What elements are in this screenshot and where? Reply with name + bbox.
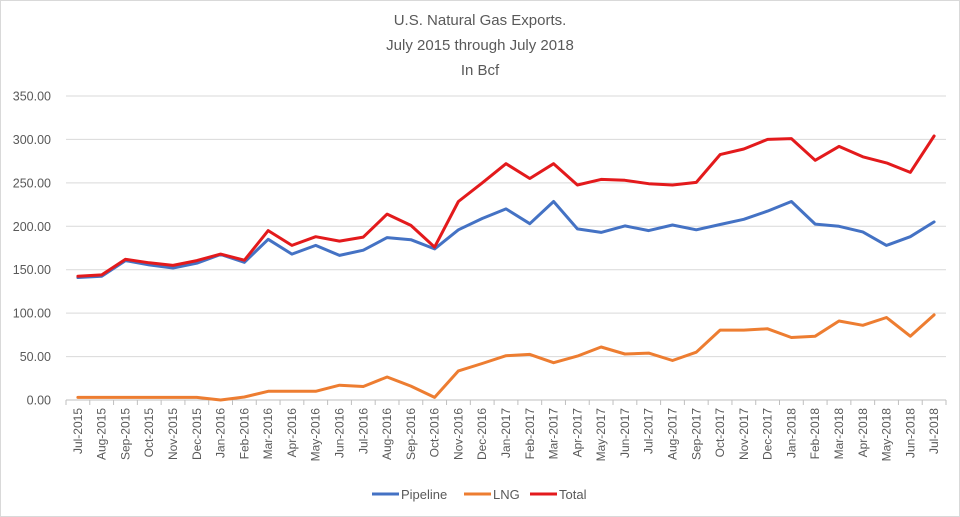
y-tick-label: 100.00 (13, 307, 51, 321)
x-tick-label: Jun-2018 (903, 408, 917, 458)
x-tick-label: Sep-2015 (118, 408, 132, 460)
x-tick-label: Jul-2018 (927, 408, 941, 454)
x-tick-label: Jan-2016 (214, 408, 228, 458)
x-tick-label: Sep-2017 (689, 408, 703, 460)
x-tick-label: Feb-2016 (237, 408, 251, 460)
gridlines (66, 95, 946, 358)
x-tick-label: Jul-2016 (356, 408, 370, 454)
y-tick-label: 200.00 (13, 220, 51, 234)
x-tick-label: May-2018 (880, 408, 894, 462)
x-tick-label: Mar-2016 (261, 408, 275, 460)
x-tick-label: Dec-2015 (190, 408, 204, 460)
chart-title-line-2: July 2015 through July 2018 (386, 37, 574, 54)
x-tick-label: Dec-2017 (761, 408, 775, 460)
x-tick-label: Nov-2015 (166, 408, 180, 460)
legend-label-lng: LNG (493, 487, 520, 502)
series-line-pipeline (76, 200, 936, 279)
legend: Pipeline LNG Total (372, 487, 587, 502)
legend-label-total: Total (559, 487, 587, 502)
y-tick-label: 300.00 (13, 133, 51, 147)
x-tick-label: Oct-2016 (428, 408, 442, 458)
x-tick-label: Mar-2018 (832, 408, 846, 460)
x-tick-label: Apr-2016 (285, 408, 299, 458)
x-tick-label: Oct-2015 (142, 408, 156, 458)
series-line-total (76, 134, 936, 278)
chart-title-line-1: U.S. Natural Gas Exports. (394, 12, 567, 29)
y-tick-label: 350.00 (13, 90, 51, 104)
x-tick-label: May-2017 (594, 408, 608, 462)
x-tick-label: Nov-2017 (737, 408, 751, 460)
x-axis: Jul-2015 Aug-2015 Sep-2015 Oct-2015 Nov-2015… (65, 399, 947, 462)
x-tick-label: Jun-2017 (618, 408, 632, 458)
x-tick-label: Jan-2017 (499, 408, 513, 458)
y-axis-tick-labels: 0.00 50.00 100.00 150.00 200.00 250.00 300.00 3… (13, 90, 51, 408)
chart-title: U.S. Natural Gas Exports. July 2015 thro… (386, 12, 574, 79)
series-lines (76, 134, 936, 402)
x-tick-label: Jan-2018 (784, 408, 798, 458)
y-tick-label: 50.00 (20, 350, 51, 364)
x-tick-label: Feb-2017 (523, 408, 537, 460)
x-tick-label: Feb-2018 (808, 408, 822, 460)
chart-title-line-3: In Bcf (461, 62, 500, 79)
x-tick-label: Jul-2015 (71, 408, 85, 454)
series-line-lng (76, 313, 936, 402)
x-tick-label: Mar-2017 (547, 408, 561, 460)
x-tick-label: Jul-2017 (642, 408, 656, 454)
x-tick-label: Sep-2016 (404, 408, 418, 460)
legend-label-pipeline: Pipeline (401, 487, 447, 502)
x-tick-label: Aug-2017 (665, 408, 679, 460)
y-tick-label: 250.00 (13, 176, 51, 190)
x-tick-label: Oct-2017 (713, 408, 727, 458)
y-tick-label: 150.00 (13, 263, 51, 277)
x-tick-label: Jun-2016 (333, 408, 347, 458)
x-tick-label: Apr-2018 (856, 408, 870, 458)
y-tick-label: 0.00 (27, 394, 51, 408)
x-tick-label: Aug-2015 (95, 408, 109, 460)
x-tick-label: Dec-2016 (475, 408, 489, 460)
x-tick-label: Aug-2016 (380, 408, 394, 460)
x-tick-label: Nov-2016 (451, 408, 465, 460)
x-tick-label: May-2016 (309, 408, 323, 462)
x-tick-label: Apr-2017 (570, 408, 584, 458)
